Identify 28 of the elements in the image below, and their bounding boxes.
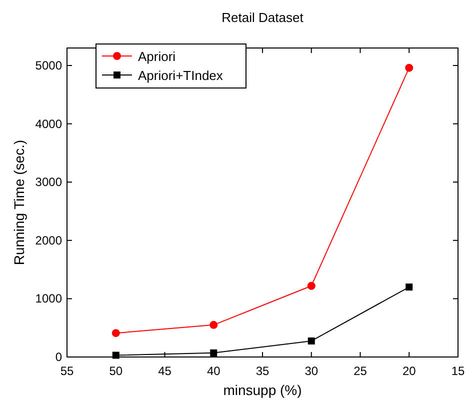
x-tick-label: 50	[109, 364, 123, 378]
x-axis-title: minsupp (%)	[223, 382, 302, 398]
y-tick-label: 3000	[35, 175, 62, 190]
y-tick-label: 4000	[35, 116, 62, 131]
x-tick-label: 20	[402, 364, 416, 378]
x-tick-label: 35	[256, 364, 270, 378]
point	[210, 349, 218, 356]
point	[405, 64, 414, 72]
point	[112, 352, 120, 359]
y-tick-label: 0	[55, 350, 62, 364]
point	[406, 284, 413, 291]
x-tick-label: 30	[304, 364, 318, 378]
x-tick-label: 15	[451, 364, 465, 378]
legend-label: Apriori+TIndex	[138, 68, 224, 83]
point	[112, 329, 120, 338]
y-tick-label: 2000	[35, 233, 62, 248]
x-tick-label: 40	[206, 364, 221, 378]
y-axis-title: Running Time (sec.)	[11, 140, 27, 266]
legend-label: Apriori	[138, 49, 176, 64]
y-tick-label: 1000	[35, 292, 62, 306]
point	[210, 320, 218, 329]
point	[308, 337, 315, 344]
point	[307, 282, 316, 290]
x-tick-label: 45	[158, 364, 172, 378]
x-tick-label: 55	[60, 364, 74, 378]
x-tick-label: 25	[354, 364, 368, 378]
y-tick-label: 5000	[35, 58, 62, 72]
chart-title: Retail Dataset	[222, 10, 304, 25]
